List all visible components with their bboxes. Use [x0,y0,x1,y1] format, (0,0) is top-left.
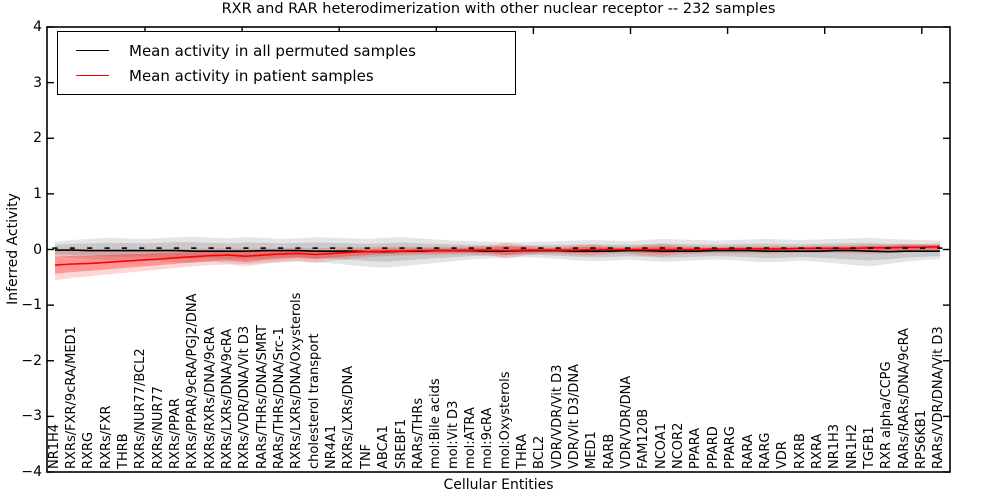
x-tick-label: MED1 [584,431,600,469]
y-tick-label: −2 [21,352,42,369]
legend-item-permuted: Mean activity in all permuted samples [76,42,515,60]
x-tick-label: RARA [740,434,756,469]
x-tick-label: RXR alpha/CCPG [879,361,895,469]
y-tick-label: −4 [21,464,42,480]
x-tick-label: RXRA [809,433,825,469]
x-tick-label: RARG [757,432,773,469]
x-tick-label: NR1H4 [46,423,62,469]
x-tick-label: mol:Oxysterols [497,371,513,470]
permuted-line-swatch [76,50,109,51]
y-tick-label: 3 [33,74,42,91]
x-axis-label: Cellular Entities [443,477,554,493]
x-tick-label: RXRs/NUR77 [150,386,166,469]
x-tick-label: RARs/THRs [410,397,426,469]
y-tick-label: 1 [33,185,42,202]
patient-line-swatch [76,75,109,76]
x-tick-label: SREBF1 [393,418,409,469]
x-tick-label: RXRs/NUR77/BCL2 [133,348,149,469]
y-tick-label: −1 [21,297,42,314]
x-tick-label: RARs/RARs/DNA/9cRA [896,328,912,469]
x-tick-label: VDR [775,441,791,469]
x-tick-label: BCL2 [532,435,548,469]
x-tick-label: NR1H2 [844,423,860,469]
legend-item-patient: Mean activity in patient samples [76,67,515,85]
x-tick-label: NR4A1 [324,424,340,469]
x-tick-label: RXRs/LXRs/DNA/Oxysterols [289,292,305,469]
x-tick-label: RARB [601,433,617,469]
x-tick-label: mol:ATRA [462,407,478,469]
x-tick-label: mol:9cRA [480,407,496,469]
x-tick-label: VDR/VDR/Vit D3 [549,364,565,469]
x-tick-label: VDR/Vit D3/DNA [567,363,582,469]
x-tick-label: RPS6KB1 [914,409,929,469]
x-tick-label: FAM120B [636,408,652,469]
x-tick-label: RXRs/VDR/DNA/Vit D3 [237,325,253,469]
x-tick-label: mol:Bile acids [428,378,444,469]
x-tick-label: RXRs/PPAR [167,398,183,469]
y-tick-label: 0 [33,241,42,258]
x-tick-label: RXRs/LXRs/DNA [341,365,357,469]
x-tick-label: NCOA1 [653,423,669,469]
x-tick-label: TGFB1 [861,426,877,469]
x-tick-label: RXRG [81,431,97,469]
x-tick-label: RARs/THRs/DNA/SMRT [254,325,270,469]
x-tick-label: cholesterol transport [306,333,322,469]
x-tick-label: PPARA [688,427,704,469]
x-tick-label: PPARD [705,426,721,469]
x-tick-label: RXRs/PPAR/9cRA/PGJ2/DNA [185,293,201,470]
legend-label: Mean activity in patient samples [129,66,374,85]
chart-title: RXR and RAR heterodimerization with othe… [221,1,776,17]
x-tick-label: RXRs/LXRs/DNA/9cRA [220,328,235,469]
x-tick-label: RARs/THRs/DNA/Src-1 [272,327,288,469]
y-tick-label: 4 [33,19,42,35]
x-tick-label: ABCA1 [376,425,392,469]
x-tick-label: RXRs/RXRs/DNA/9cRA [202,326,218,469]
legend: Mean activity in all permuted samples Me… [57,31,516,95]
x-tick-label: mol:Vit D3 [445,400,461,469]
legend-label: Mean activity in all permuted samples [129,41,416,60]
x-tick-label: RXRs/FXR [98,405,114,469]
x-tick-label: PPARG [723,426,739,469]
x-tick-label: THRA [514,433,530,469]
x-tick-label: THRB [115,433,131,469]
x-tick-label: RXRs/FXR/9cRA/MED1 [63,326,79,469]
x-tick-label: VDR/VDR/DNA [619,375,635,469]
x-tick-label: RARs/VDR/DNA/Vit D3 [931,326,947,469]
y-tick-label: 2 [33,130,42,147]
x-tick-label: NR1H3 [827,423,843,469]
x-tick-label: NCOR2 [671,422,687,469]
x-tick-label: RXRB [792,433,808,469]
x-tick-label: TNF [358,443,374,469]
y-tick-label: −3 [21,408,42,425]
